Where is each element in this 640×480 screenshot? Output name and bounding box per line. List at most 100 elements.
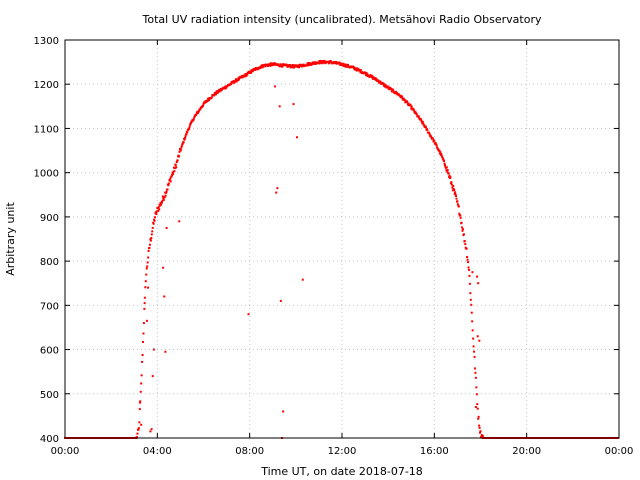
data-point bbox=[449, 182, 452, 185]
data-point bbox=[178, 155, 181, 158]
data-point bbox=[412, 108, 415, 111]
data-point bbox=[409, 104, 412, 107]
data-point bbox=[149, 239, 152, 242]
data-point bbox=[366, 73, 369, 76]
data-point bbox=[175, 161, 178, 164]
data-point bbox=[192, 119, 195, 122]
data-point bbox=[377, 79, 380, 82]
data-point bbox=[479, 436, 482, 439]
data-point bbox=[143, 296, 146, 299]
data-point bbox=[420, 119, 423, 122]
y-tick-label: 1200 bbox=[34, 80, 59, 91]
data-point bbox=[186, 131, 189, 134]
data-point bbox=[441, 156, 444, 159]
data-point bbox=[150, 233, 153, 236]
data-point bbox=[451, 186, 454, 189]
data-point bbox=[213, 94, 216, 97]
data-point bbox=[136, 436, 139, 439]
y-tick-label: 700 bbox=[40, 301, 59, 312]
data-point bbox=[137, 428, 140, 431]
data-point bbox=[338, 61, 341, 64]
data-point bbox=[431, 137, 434, 140]
data-point bbox=[419, 118, 422, 121]
data-point bbox=[282, 410, 285, 413]
data-point bbox=[402, 97, 405, 100]
data-point bbox=[139, 400, 142, 403]
data-point bbox=[452, 184, 455, 187]
data-point bbox=[180, 146, 183, 149]
data-point bbox=[224, 85, 227, 88]
data-point bbox=[137, 427, 140, 430]
data-point bbox=[189, 123, 192, 126]
data-point bbox=[292, 65, 295, 68]
data-point bbox=[175, 166, 178, 169]
data-point bbox=[323, 59, 326, 62]
data-point bbox=[225, 86, 228, 89]
data-point bbox=[217, 91, 220, 94]
data-point bbox=[449, 176, 452, 179]
data-point bbox=[418, 116, 421, 119]
data-point bbox=[445, 169, 448, 172]
data-point bbox=[182, 141, 185, 144]
data-point bbox=[478, 426, 481, 429]
data-point bbox=[255, 66, 258, 69]
data-point bbox=[145, 273, 148, 276]
x-axis-label: Time UT, on date 2018-07-18 bbox=[260, 465, 423, 478]
data-point bbox=[476, 335, 479, 338]
data-point bbox=[374, 77, 377, 80]
data-point bbox=[476, 275, 479, 278]
data-point bbox=[469, 298, 472, 301]
data-point bbox=[247, 313, 250, 316]
data-point bbox=[181, 142, 184, 145]
data-point bbox=[308, 64, 311, 67]
data-point bbox=[232, 80, 235, 83]
data-point bbox=[446, 170, 449, 173]
y-tick-label: 400 bbox=[40, 434, 59, 445]
data-point bbox=[395, 91, 398, 94]
data-point bbox=[478, 339, 481, 342]
data-point bbox=[203, 101, 206, 104]
y-tick-label: 600 bbox=[40, 346, 59, 357]
data-point bbox=[450, 181, 453, 184]
data-point bbox=[443, 164, 446, 167]
data-point bbox=[347, 63, 349, 66]
data-point bbox=[290, 64, 293, 67]
data-point bbox=[318, 62, 321, 65]
data-point bbox=[202, 103, 205, 106]
data-point bbox=[459, 214, 462, 217]
data-point bbox=[476, 407, 479, 410]
data-point bbox=[456, 200, 459, 203]
data-point bbox=[472, 345, 475, 348]
data-point bbox=[142, 332, 145, 335]
data-point bbox=[163, 196, 166, 199]
data-point bbox=[267, 65, 270, 67]
data-point bbox=[288, 64, 291, 66]
data-point bbox=[461, 226, 464, 229]
data-point bbox=[359, 69, 362, 72]
data-point bbox=[270, 62, 273, 65]
data-point bbox=[442, 158, 445, 161]
data-point bbox=[428, 133, 431, 136]
data-point bbox=[422, 122, 425, 125]
data-point bbox=[184, 135, 187, 138]
data-point bbox=[244, 75, 247, 78]
plot-frame bbox=[64, 39, 620, 439]
data-point bbox=[466, 258, 469, 261]
data-point bbox=[320, 60, 323, 63]
data-point bbox=[143, 307, 146, 310]
data-point bbox=[465, 247, 468, 250]
data-point bbox=[473, 350, 476, 353]
data-point bbox=[450, 183, 453, 186]
data-point bbox=[343, 63, 346, 66]
x-tick-label: 08:00 bbox=[235, 446, 264, 457]
data-point bbox=[473, 355, 476, 358]
data-point bbox=[149, 430, 152, 433]
data-point bbox=[187, 128, 190, 131]
data-point bbox=[466, 255, 469, 258]
axis-ticks: 400 500 600 700 800 900 1000 1100 1200 1300 00:00 0… bbox=[34, 36, 634, 457]
data-point bbox=[446, 169, 449, 172]
data-point bbox=[407, 102, 410, 105]
data-point bbox=[271, 64, 274, 67]
data-point bbox=[169, 177, 172, 180]
data-point bbox=[153, 218, 156, 221]
